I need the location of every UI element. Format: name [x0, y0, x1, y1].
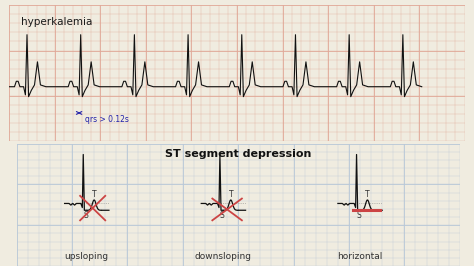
Text: hyperkalemia: hyperkalemia — [21, 16, 92, 27]
Text: S: S — [356, 211, 361, 220]
Text: downsloping: downsloping — [195, 252, 252, 261]
Text: qrs > 0.12s: qrs > 0.12s — [85, 115, 129, 124]
Text: ST segment depression: ST segment depression — [165, 149, 311, 159]
Text: T: T — [365, 190, 370, 200]
Text: T: T — [92, 190, 97, 200]
Text: horizontal: horizontal — [337, 252, 383, 261]
Text: S: S — [220, 211, 225, 220]
Text: upsloping: upsloping — [64, 252, 109, 261]
Text: T: T — [228, 190, 233, 200]
Text: S: S — [83, 211, 88, 220]
